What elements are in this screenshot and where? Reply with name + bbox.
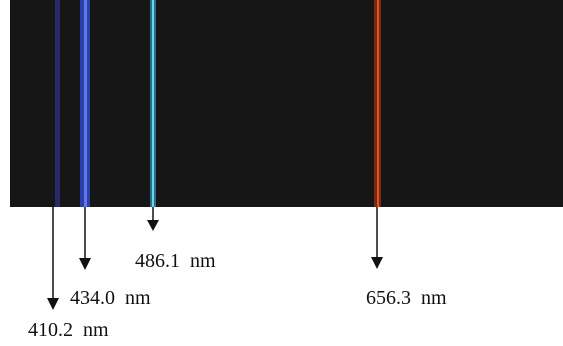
spectrum-diagram: 410.2 nm 434.0 nm 486.1 nm 656.3 nm bbox=[0, 0, 563, 346]
cyan-line bbox=[152, 0, 154, 207]
blue-line bbox=[84, 0, 87, 207]
line-label: 656.3 nm bbox=[366, 287, 447, 309]
arrowhead-656 bbox=[371, 257, 383, 269]
violet-line bbox=[55, 0, 60, 207]
line-label: 410.2 nm bbox=[28, 319, 109, 341]
line-label: 434.0 nm bbox=[70, 287, 151, 309]
spectrum-band bbox=[10, 0, 563, 207]
arrowhead-486 bbox=[147, 220, 159, 231]
arrowhead-434 bbox=[79, 258, 91, 270]
red-line bbox=[377, 0, 379, 207]
arrowhead-410 bbox=[47, 298, 59, 310]
line-label: 486.1 nm bbox=[135, 250, 216, 272]
